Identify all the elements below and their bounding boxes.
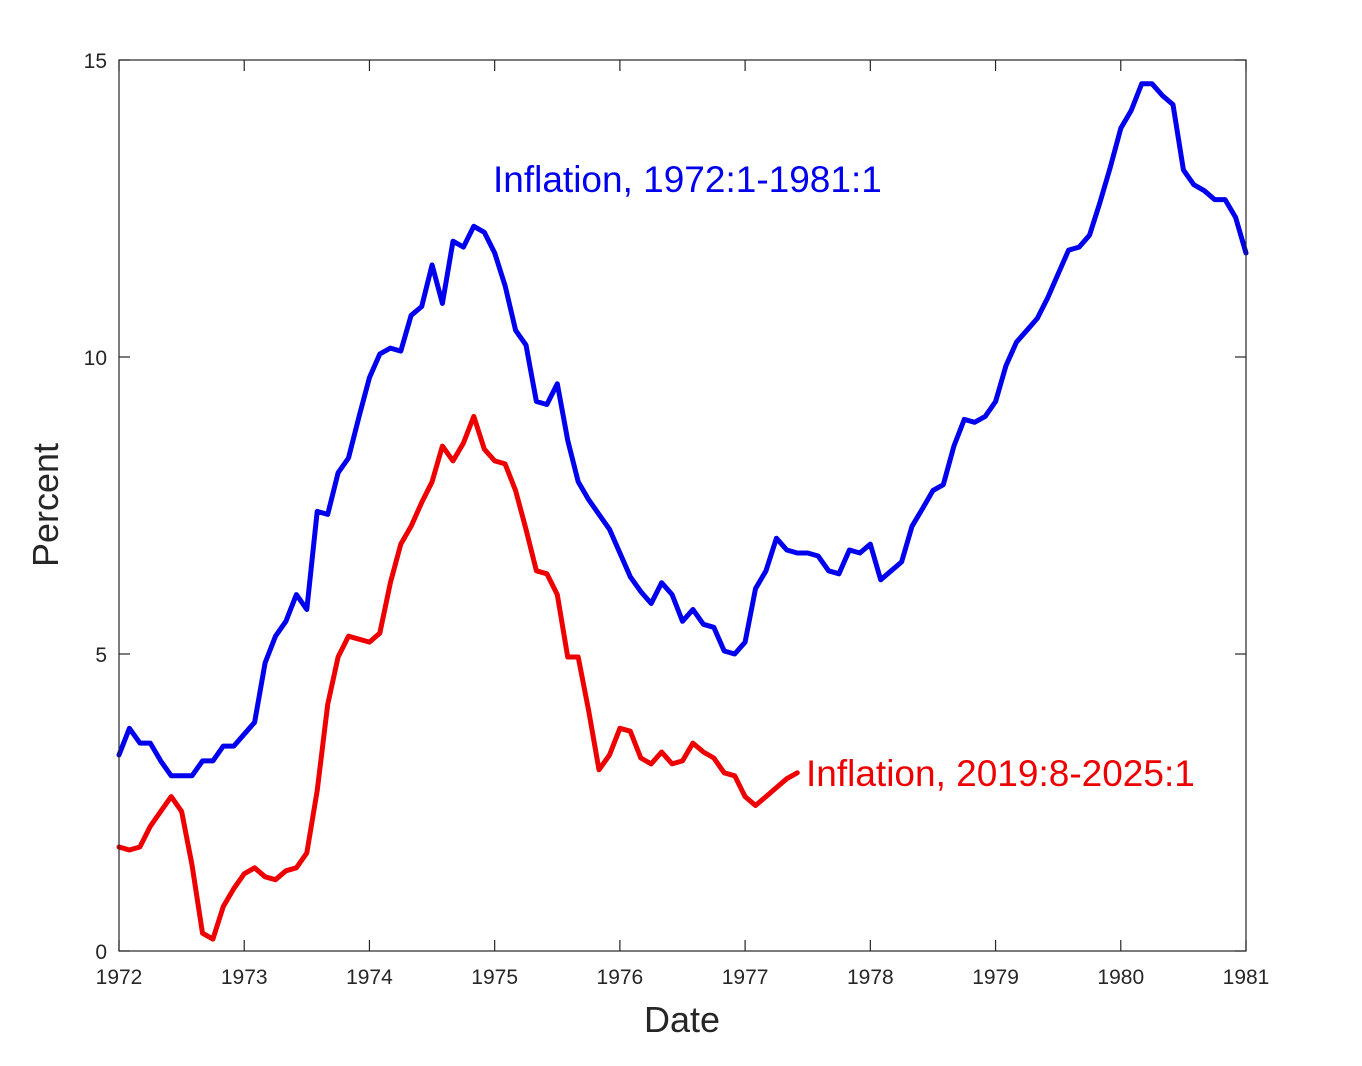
x-tick-label-1979: 1979 xyxy=(972,966,1019,989)
x-tick-label-1973: 1973 xyxy=(221,966,268,989)
x-tick-label-1974: 1974 xyxy=(346,966,393,989)
y-tick-label-15: 15 xyxy=(84,50,107,73)
series-label-inflation-1972-1981: Inflation, 1972:1-1981:1 xyxy=(493,159,882,200)
x-tick-label-1975: 1975 xyxy=(471,966,518,989)
y-axis-title: Percent xyxy=(25,443,66,567)
x-tick-label-1978: 1978 xyxy=(847,966,894,989)
x-tick-label-1976: 1976 xyxy=(597,966,644,989)
x-tick-label-1977: 1977 xyxy=(722,966,769,989)
plot-area-frame xyxy=(118,59,1247,952)
x-axis-title: Date xyxy=(644,999,720,1040)
plot-area-background xyxy=(119,60,1246,951)
y-tick-label-10: 10 xyxy=(84,347,107,370)
y-tick-label-5: 5 xyxy=(95,644,107,667)
x-tick-label-1972: 1972 xyxy=(96,966,143,989)
x-tick-label-1980: 1980 xyxy=(1097,966,1144,989)
y-tick-label-0: 0 xyxy=(95,941,107,964)
series-line-1 xyxy=(116,81,1249,779)
x-tick-label-1981: 1981 xyxy=(1223,966,1270,989)
series-label-inflation-2019-2025: Inflation, 2019:8-2025:1 xyxy=(806,753,1195,794)
series-line-2 xyxy=(116,413,800,942)
